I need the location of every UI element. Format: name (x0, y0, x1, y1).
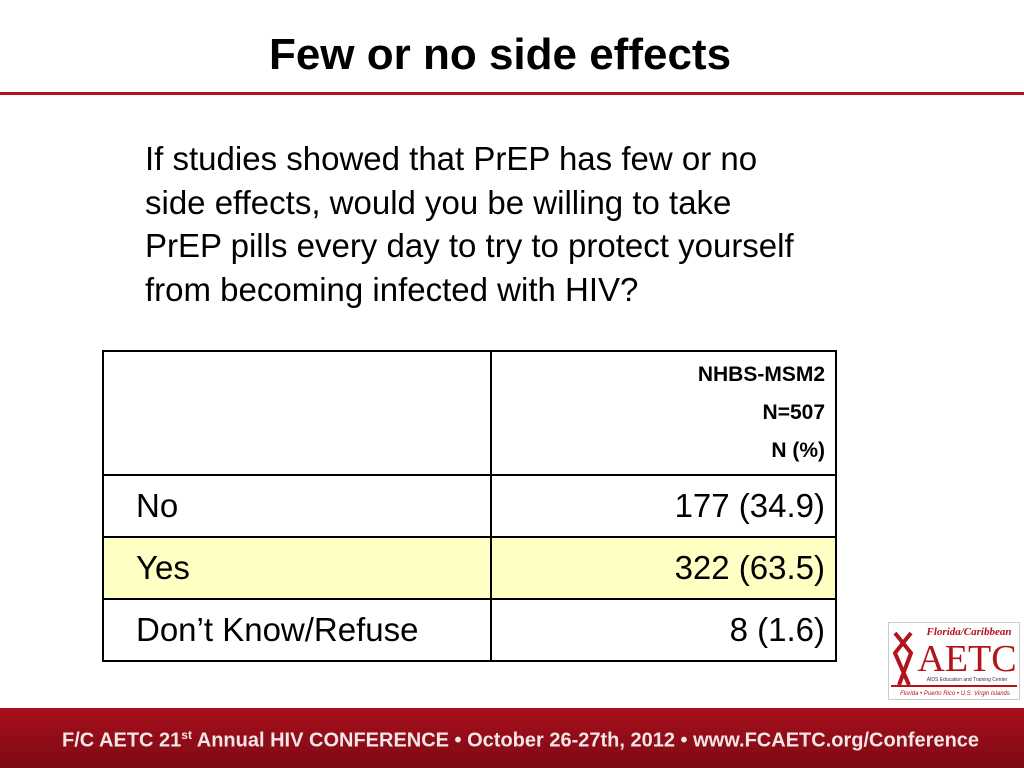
empty-cell (102, 350, 492, 476)
logo-places: Florida • Puerto Rico • U.S. Virgin Isla… (900, 691, 1010, 697)
footer-part: Annual HIV CONFERENCE • October 26-27th,… (191, 729, 980, 752)
footer-text: F/C AETC 21st Annual HIV CONFERENCE • Oc… (62, 728, 979, 753)
row-value: 177 (34.9) (490, 474, 837, 538)
header-row: NHBS-MSM2 N=507 N (%) (102, 350, 837, 476)
row-value: 322 (63.5) (490, 536, 837, 600)
logo: Florida/Caribbean AETC AIDS Education an… (888, 622, 1020, 700)
question-line: side effects, would you be willing to ta… (145, 183, 732, 221)
title-rule (0, 92, 1024, 95)
header-line: N=507 (762, 401, 825, 424)
logo-rule (891, 685, 1017, 687)
row-label: Don’t Know/Refuse (102, 598, 492, 662)
footer-band: F/C AETC 21st Annual HIV CONFERENCE • Oc… (0, 708, 1024, 768)
question: If studies showed that PrEP has few or n… (145, 137, 794, 311)
logo-sub: AIDS Education and Training Center (927, 677, 1008, 683)
header-line: NHBS-MSM2 (697, 363, 825, 386)
row-label: Yes (102, 536, 492, 600)
row: Yes 322 (63.5) (102, 536, 837, 600)
footer-part: F/C AETC 21 (62, 729, 182, 752)
row: No 177 (34.9) (102, 474, 837, 538)
question-line: If studies showed that PrEP has few or n… (145, 140, 758, 177)
slide-title: Few or no side effects (268, 30, 732, 79)
row-label: No (102, 474, 492, 538)
logo-name: AETC (917, 638, 1016, 680)
footer-sup: st (181, 728, 192, 742)
header-cell: NHBS-MSM2 N=507 N (%) (490, 350, 837, 476)
results-table: NHBS-MSM2 N=507 N (%) No 177 (34.9) Yes … (102, 350, 837, 662)
question-line: from becoming infected with HIV? (145, 270, 639, 308)
question-line: PrEP pills every day to try to protect y… (145, 227, 794, 264)
row: Don’t Know/Refuse 8 (1.6) (102, 598, 837, 662)
row-value: 8 (1.6) (490, 598, 837, 662)
ribbon-icon (892, 631, 914, 686)
logo-top: Florida/Caribbean (926, 626, 1012, 638)
header-line: N (%) (771, 439, 825, 462)
